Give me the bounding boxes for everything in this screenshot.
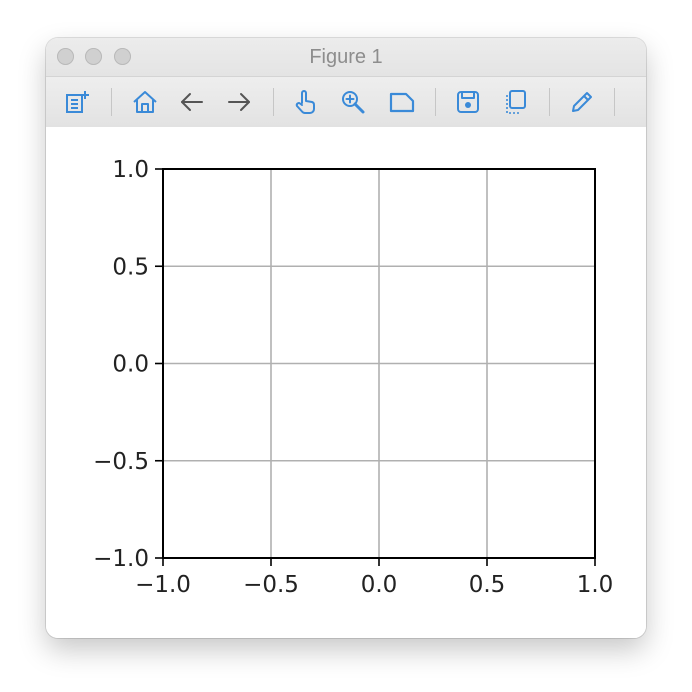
toolbar-separator	[273, 88, 274, 116]
home-button[interactable]	[130, 87, 160, 117]
window-title: Figure 1	[309, 46, 383, 68]
x-tick-label: 1.0	[577, 572, 614, 598]
x-tick-label: 0.5	[469, 572, 506, 598]
edit-parameters-button[interactable]	[62, 87, 92, 117]
toolbar-separator	[614, 88, 615, 116]
maximize-window-button[interactable]	[114, 48, 131, 65]
copy-button[interactable]	[500, 87, 530, 117]
pan-button[interactable]	[291, 87, 321, 117]
back-button[interactable]	[177, 87, 207, 117]
toolbar-separator	[111, 88, 112, 116]
y-tick-label: −0.5	[93, 449, 149, 475]
edit-curves-icon	[572, 92, 592, 112]
copy-icon	[506, 90, 526, 114]
y-tick-label: 0.5	[112, 254, 149, 280]
close-window-button[interactable]	[57, 48, 74, 65]
save-icon	[457, 91, 479, 113]
edit-parameters-icon	[66, 91, 89, 113]
title-bar[interactable]: Figure 1	[46, 38, 646, 76]
figure-window: Figure 1	[46, 38, 646, 638]
edit-curves-button[interactable]	[567, 87, 597, 117]
zoom-button[interactable]	[338, 87, 368, 117]
toolbar-separator	[435, 88, 436, 116]
forward-icon	[228, 93, 250, 111]
y-tick-label: 1.0	[112, 157, 149, 183]
minimize-window-button[interactable]	[85, 48, 102, 65]
forward-button[interactable]	[224, 87, 254, 117]
save-button[interactable]	[453, 87, 483, 117]
y-tick-label: −1.0	[93, 546, 149, 572]
home-icon	[133, 91, 157, 113]
x-tick-label: 0.0	[361, 572, 398, 598]
plot-area[interactable]: −1.0 −0.5 0.0 0.5 1.0 −1.0 −0.5 0.0 0.5 1.0	[46, 127, 646, 638]
x-tick-label: −0.5	[243, 572, 299, 598]
back-icon	[181, 93, 203, 111]
x-tick-label: −1.0	[135, 572, 191, 598]
subplots-button[interactable]	[387, 87, 417, 117]
figure-canvas[interactable]: −1.0 −0.5 0.0 0.5 1.0 −1.0 −0.5 0.0 0.5 1.0	[46, 127, 646, 638]
y-tick-label: 0.0	[112, 352, 149, 378]
subplots-icon	[389, 92, 415, 113]
toolbar-separator	[549, 88, 550, 116]
zoom-icon	[342, 91, 365, 114]
pan-icon	[295, 90, 315, 114]
